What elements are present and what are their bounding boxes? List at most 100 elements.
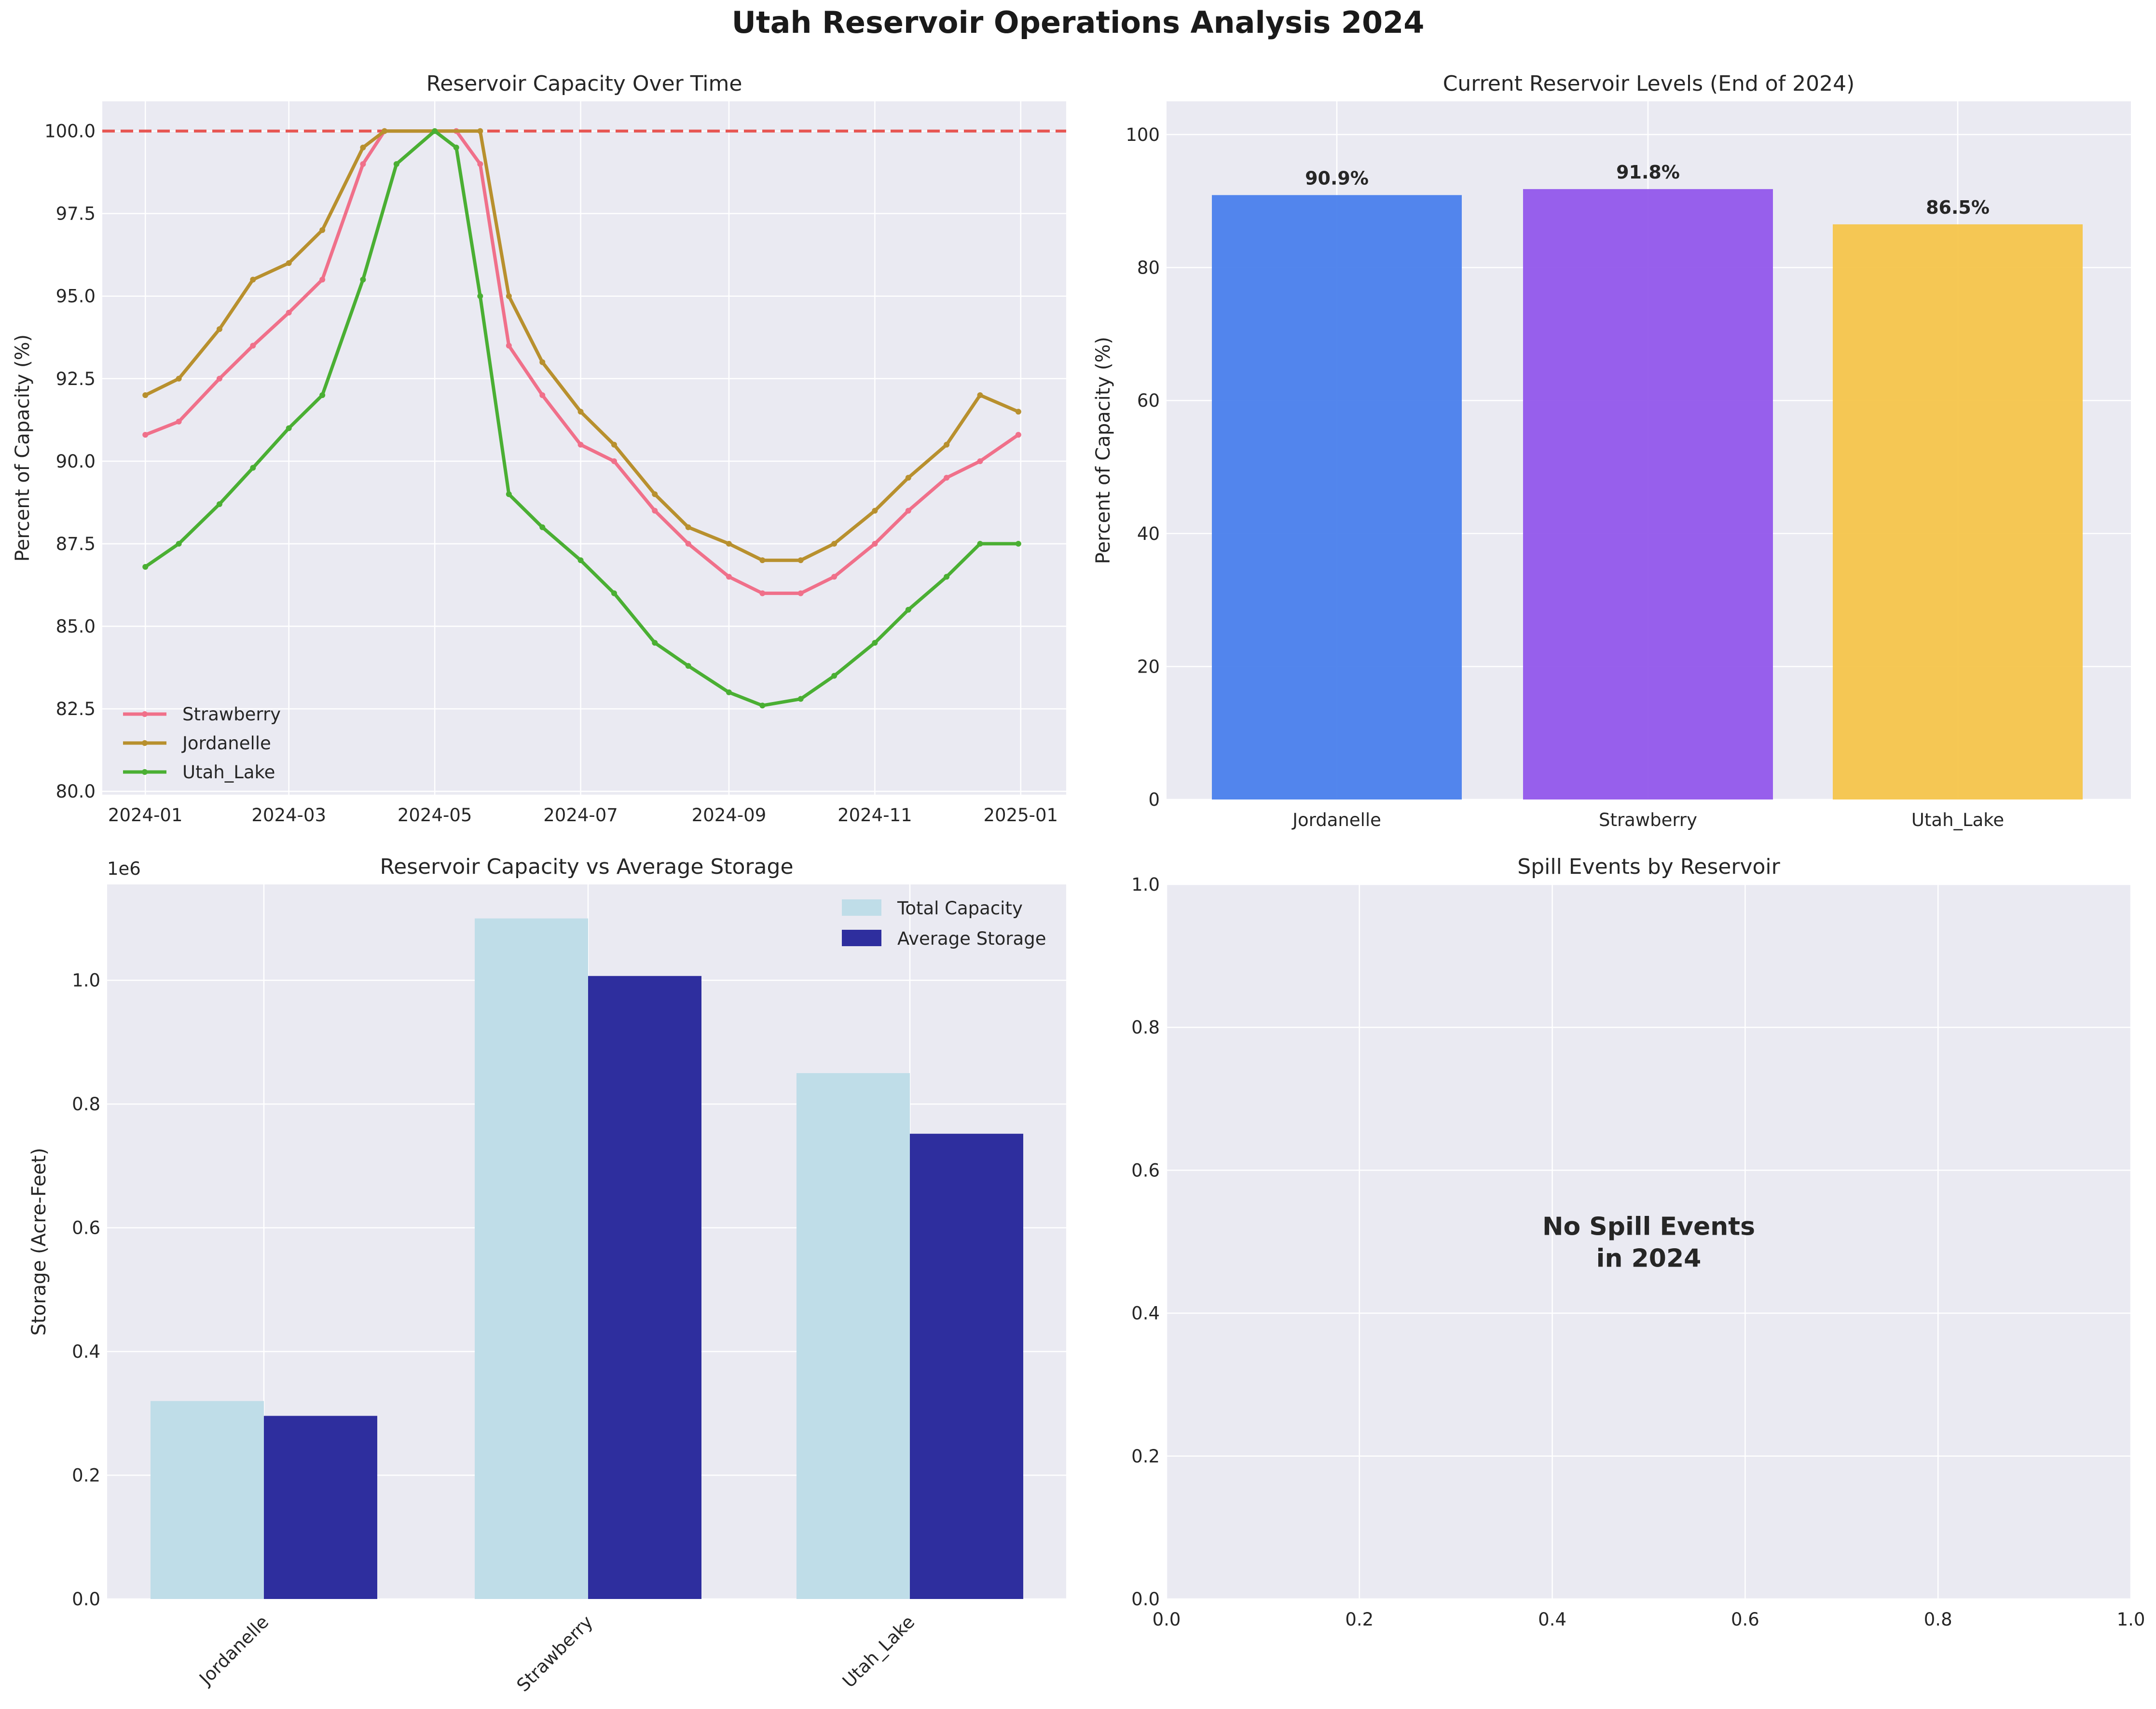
line-point-jordanelle bbox=[577, 409, 584, 415]
line-point-strawberry bbox=[319, 276, 326, 283]
storage-bar-capacity-strawberry bbox=[475, 918, 588, 1599]
line-point-jordanelle bbox=[652, 491, 658, 497]
line-point-jordanelle bbox=[726, 540, 732, 547]
line-point-strawberry bbox=[216, 375, 222, 382]
line-point-strawberry bbox=[905, 508, 911, 514]
levels-chart-ytick-label: 100 bbox=[1126, 124, 1160, 145]
levels-chart-axes: 0 20 40 60 80 100 90.9% Jordanelle 91.8% Strawber… bbox=[1092, 71, 2131, 830]
line-point-utah_lake bbox=[685, 663, 691, 669]
line-point-utah_lake bbox=[393, 161, 399, 167]
line-point-strawberry bbox=[250, 343, 256, 349]
line-point-utah_lake bbox=[216, 501, 222, 507]
spill-chart-xtick-label: 0.2 bbox=[1345, 1609, 1373, 1630]
level-bar-value-label: 90.9% bbox=[1305, 167, 1369, 189]
line-point-jordanelle bbox=[872, 508, 878, 514]
line-point-jordanelle bbox=[319, 227, 326, 233]
line-chart-xtick-label: 2024-07 bbox=[543, 805, 618, 826]
line-point-utah_lake bbox=[977, 540, 983, 547]
legend-label-jordanelle: Jordanelle bbox=[181, 733, 271, 754]
line-point-utah_lake bbox=[319, 392, 326, 399]
storage-legend-swatch-capacity bbox=[842, 899, 881, 916]
storage-chart-ytick-label: 0.6 bbox=[72, 1218, 100, 1239]
storage-legend-label: Total Capacity bbox=[897, 898, 1023, 919]
storage-bar-capacity-jordanelle bbox=[151, 1401, 264, 1599]
line-point-jordanelle bbox=[944, 441, 950, 448]
storage-chart-ytick-label: 0.8 bbox=[72, 1094, 100, 1115]
line-point-utah_lake bbox=[286, 425, 292, 431]
legend-marker-strawberry bbox=[142, 711, 148, 717]
levels-chart-xtick-label: Jordanelle bbox=[1291, 810, 1381, 830]
line-chart-ytick-label: 87.5 bbox=[56, 534, 96, 554]
line-point-jordanelle bbox=[176, 375, 182, 382]
line-chart-xtick-label: 2024-05 bbox=[398, 805, 472, 826]
figure-title: Utah Reservoir Operations Analysis 2024 bbox=[731, 5, 1425, 40]
storage-bar-average-strawberry bbox=[588, 976, 701, 1599]
no-spill-annotation-line1: No Spill Events bbox=[1542, 1213, 1755, 1241]
legend-marker-utah_lake bbox=[142, 769, 148, 775]
line-chart-ytick-label: 82.5 bbox=[56, 699, 96, 719]
line-point-strawberry bbox=[360, 161, 366, 167]
line-point-strawberry bbox=[831, 574, 838, 580]
line-point-strawberry bbox=[797, 590, 804, 596]
storage-chart-ylabel: Storage (Acre-Feet) bbox=[28, 1148, 50, 1336]
line-series-utah_lake bbox=[144, 129, 1018, 707]
levels-chart-xtick-label: Strawberry bbox=[1599, 810, 1697, 830]
line-series-jordanelle bbox=[144, 129, 1019, 562]
line-point-utah_lake bbox=[831, 673, 838, 679]
level-bar-value-label: 91.8% bbox=[1616, 162, 1680, 183]
storage-chart-ytick-label: 0.0 bbox=[72, 1589, 100, 1610]
line-chart-ytick-label: 80.0 bbox=[56, 781, 96, 802]
spill-chart-ytick-label: 0.6 bbox=[1131, 1160, 1160, 1181]
storage-chart-offset-label: 1e6 bbox=[107, 858, 141, 879]
spill-chart-plot-area bbox=[1167, 884, 2131, 1599]
line-point-jordanelle bbox=[685, 524, 691, 530]
levels-chart-ylabel: Percent of Capacity (%) bbox=[1092, 337, 1114, 564]
line-point-utah_lake bbox=[759, 703, 766, 709]
spill-chart-xtick-label: 0.4 bbox=[1538, 1609, 1566, 1630]
line-point-jordanelle bbox=[216, 326, 222, 332]
line-point-utah_lake bbox=[905, 606, 911, 613]
line-point-strawberry bbox=[726, 574, 732, 580]
line-point-utah_lake bbox=[250, 465, 256, 471]
line-point-strawberry bbox=[685, 540, 691, 547]
storage-legend-label: Average Storage bbox=[897, 928, 1046, 949]
line-point-utah_lake bbox=[652, 640, 658, 646]
spill-chart-ytick-label: 0.4 bbox=[1131, 1303, 1160, 1324]
line-chart-ytick-label: 100.0 bbox=[44, 121, 96, 142]
storage-chart-ytick-label: 1.0 bbox=[72, 970, 100, 991]
line-point-jordanelle bbox=[506, 293, 512, 299]
legend-label-utah_lake: Utah_Lake bbox=[182, 762, 275, 783]
spill-chart-ytick-label: 0.2 bbox=[1131, 1446, 1160, 1467]
level-bar-strawberry bbox=[1523, 189, 1773, 799]
line-chart-xtick-label: 2024-01 bbox=[108, 805, 183, 826]
levels-chart-ytick-label: 20 bbox=[1137, 656, 1160, 677]
storage-legend-swatch-average bbox=[842, 930, 881, 946]
levels-chart-ytick-label: 60 bbox=[1137, 390, 1160, 411]
spill-chart-xtick-label: 0.8 bbox=[1924, 1609, 1952, 1630]
levels-chart-ytick-label: 0 bbox=[1148, 789, 1160, 810]
line-point-strawberry bbox=[759, 590, 766, 596]
spill-chart-ytick-label: 0.8 bbox=[1131, 1017, 1160, 1038]
line-point-strawberry bbox=[477, 161, 483, 167]
storage-chart-ytick-label: 0.2 bbox=[72, 1465, 100, 1486]
line-chart-ytick-label: 90.0 bbox=[56, 451, 96, 472]
spill-chart-xtick-label: 1.0 bbox=[2117, 1609, 2145, 1630]
storage-chart-ytick-label: 0.4 bbox=[72, 1341, 100, 1362]
line-point-jordanelle bbox=[1015, 409, 1021, 415]
line-point-strawberry bbox=[176, 418, 182, 425]
legend-marker-jordanelle bbox=[142, 740, 148, 746]
line-point-strawberry bbox=[1015, 432, 1021, 438]
line-point-utah_lake bbox=[506, 491, 512, 497]
line-point-strawberry bbox=[577, 441, 584, 448]
levels-chart-title: Current Reservoir Levels (End of 2024) bbox=[1443, 71, 1855, 96]
line-point-jordanelle bbox=[905, 475, 911, 481]
line-chart-xtick-label: 2024-03 bbox=[251, 805, 326, 826]
line-chart-ytick-label: 97.5 bbox=[56, 204, 96, 224]
spill-chart-xtick-label: 0.0 bbox=[1153, 1609, 1181, 1630]
levels-chart-ytick-label: 80 bbox=[1137, 258, 1160, 278]
line-chart-ylabel: Percent of Capacity (%) bbox=[12, 334, 34, 562]
line-point-jordanelle bbox=[477, 128, 483, 134]
line-point-utah_lake bbox=[142, 564, 149, 570]
